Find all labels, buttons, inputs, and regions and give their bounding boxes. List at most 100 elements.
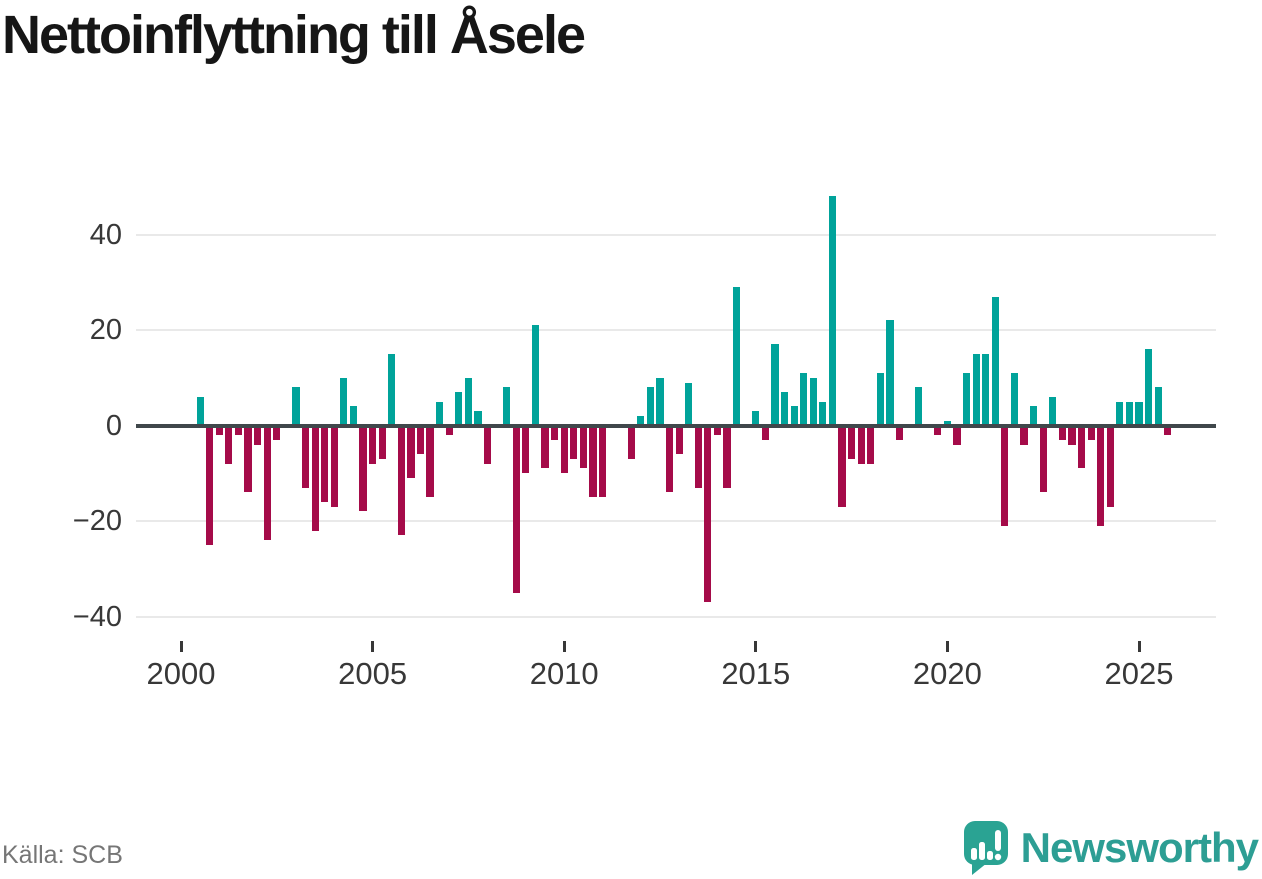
bar-2024-q2 — [1106, 425, 1114, 507]
x-axis-label-2020: 2020 — [912, 656, 982, 691]
bar-2007-q2 — [455, 392, 463, 426]
bar-2012-q2 — [646, 387, 654, 426]
bar-2019-q4 — [934, 425, 942, 436]
x-tick-2005 — [371, 641, 375, 652]
bar-2020-q1 — [943, 420, 951, 426]
gridline-y-20 — [136, 329, 1216, 331]
x-tick-2000 — [179, 641, 183, 652]
y-axis-label-0: 0 — [105, 409, 122, 442]
bar-2023-q4 — [1087, 425, 1095, 440]
bar-2010-q2 — [570, 425, 578, 459]
bar-2022-q4 — [1049, 396, 1057, 426]
bar-2006-q4 — [436, 401, 444, 426]
bar-2014-q1 — [713, 425, 722, 436]
bar-2007-q1 — [445, 425, 453, 436]
bar-2012-q3 — [656, 377, 664, 426]
bar-2022-q2 — [1030, 406, 1038, 426]
bar-2018-q3 — [886, 320, 894, 426]
bar-2003-q1 — [292, 387, 300, 426]
y-axis-label-20: 20 — [89, 314, 122, 346]
bar-2007-q3 — [464, 377, 472, 426]
bar-2005-q2 — [378, 425, 386, 459]
bar-2012-q1 — [637, 415, 645, 426]
bar-2012-q4 — [665, 425, 674, 493]
bar-2002-q3 — [273, 425, 281, 440]
bar-2005-q4 — [397, 425, 405, 536]
bar-2021-q4 — [1010, 372, 1019, 426]
bar-2004-q1 — [330, 425, 338, 507]
bar-2018-q1 — [867, 425, 875, 464]
x-axis-label-2005: 2005 — [338, 656, 408, 691]
gridline-y--40 — [136, 615, 1216, 618]
bar-2006-q1 — [407, 425, 415, 479]
bar-2003-q3 — [311, 425, 319, 531]
bar-2000-q3 — [196, 396, 204, 426]
bar-2004-q3 — [349, 406, 358, 426]
bar-2013-q1 — [675, 425, 683, 455]
x-tick-2010 — [562, 641, 566, 652]
bar-2014-q2 — [723, 425, 731, 488]
gridline-y--20 — [136, 520, 1216, 522]
gridline-y-40 — [136, 233, 1216, 236]
bar-2008-q3 — [503, 387, 511, 426]
bar-2023-q3 — [1077, 425, 1086, 469]
y-axis-label--20: −20 — [72, 505, 122, 537]
bar-2024-q3 — [1116, 401, 1124, 426]
bar-2025-q3 — [1154, 387, 1162, 426]
bar-2013-q2 — [685, 382, 693, 426]
bar-2018-q4 — [895, 425, 904, 440]
bar-2011-q1 — [598, 425, 607, 498]
bar-2018-q2 — [876, 372, 884, 426]
bar-2003-q4 — [321, 425, 329, 502]
bar-2024-q4 — [1125, 401, 1133, 426]
bar-2001-q2 — [225, 425, 233, 464]
newsworthy-logo-icon — [963, 821, 1008, 875]
bar-2017-q4 — [857, 425, 865, 464]
bar-2022-q3 — [1039, 425, 1047, 493]
bar-2017-q2 — [838, 425, 846, 507]
x-axis-label-2025: 2025 — [1104, 656, 1174, 691]
bar-2004-q4 — [359, 425, 367, 512]
bar-2006-q2 — [416, 425, 425, 455]
bar-2005-q3 — [388, 353, 396, 426]
bar-2013-q3 — [694, 425, 702, 488]
bar-2021-q3 — [1001, 425, 1009, 526]
bar-2003-q2 — [301, 425, 310, 488]
bar-2016-q3 — [809, 377, 817, 426]
x-tick-2025 — [1137, 641, 1141, 652]
bar-2009-q2 — [531, 325, 540, 426]
bar-2005-q1 — [369, 425, 377, 464]
bar-2001-q3 — [234, 425, 243, 436]
bar-2024-q1 — [1097, 425, 1105, 526]
bar-2015-q1 — [752, 411, 760, 426]
x-axis-label-2000: 2000 — [146, 656, 216, 691]
bar-2023-q2 — [1068, 425, 1076, 445]
bar-2022-q1 — [1020, 425, 1028, 445]
bar-2020-q3 — [962, 372, 971, 426]
bar-2025-q2 — [1144, 349, 1153, 426]
x-tick-2020 — [945, 641, 949, 652]
bar-2015-q2 — [761, 425, 769, 440]
x-tick-2015 — [754, 641, 758, 652]
source-note: Källa: SCB — [2, 841, 123, 869]
bar-2021-q2 — [991, 296, 999, 426]
bar-2015-q4 — [780, 392, 789, 426]
bar-2007-q4 — [474, 411, 482, 426]
brand-wordmark: Newsworthy — [1020, 824, 1259, 871]
bar-2014-q3 — [733, 287, 741, 426]
bar-2016-q1 — [790, 406, 798, 426]
bar-2021-q1 — [982, 353, 990, 426]
bar-2008-q1 — [483, 425, 492, 464]
bar-2017-q1 — [828, 196, 837, 426]
bar-2010-q3 — [579, 425, 587, 469]
bar-2010-q4 — [589, 425, 597, 498]
bar-2015-q3 — [771, 344, 779, 426]
bar-2006-q3 — [426, 425, 434, 498]
bar-2001-q4 — [244, 425, 252, 493]
bar-2025-q4 — [1164, 425, 1172, 436]
y-axis-label-40: 40 — [89, 218, 122, 251]
bar-2008-q4 — [512, 425, 520, 593]
bar-2009-q1 — [522, 425, 530, 474]
bar-2020-q2 — [953, 425, 961, 445]
